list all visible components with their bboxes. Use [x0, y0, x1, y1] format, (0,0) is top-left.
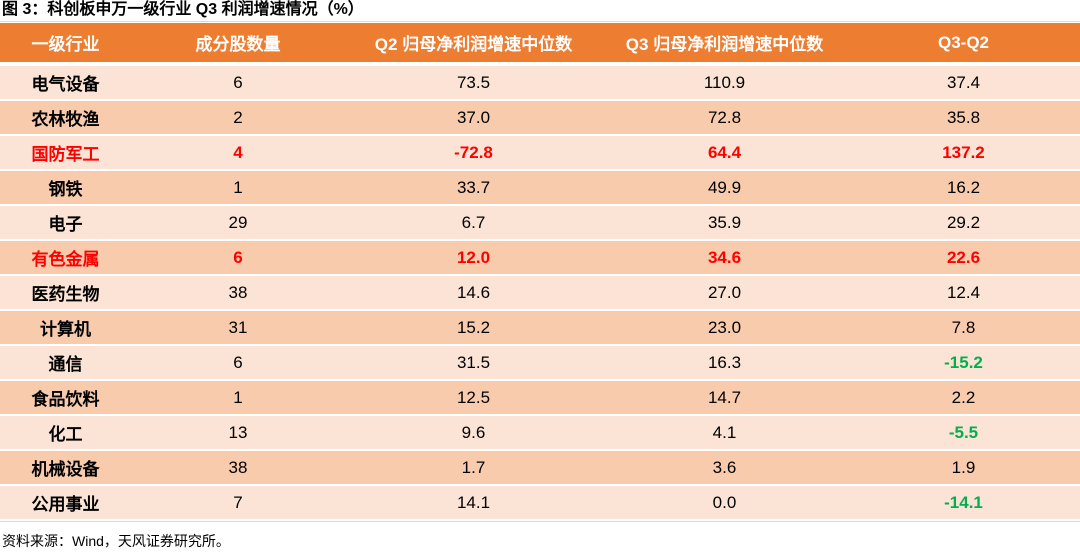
cell-industry: 通信	[0, 345, 131, 381]
table-row: 医药生物 38 14.6 27.0 12.4	[0, 275, 1080, 311]
cell-q2-growth: 73.5	[345, 66, 602, 101]
cell-count: 4	[131, 135, 345, 171]
cell-industry: 化工	[0, 415, 131, 451]
source-note: 资料来源：Wind，天风证券研究所。	[2, 533, 230, 549]
table-row: 电子 29 6.7 35.9 29.2	[0, 205, 1080, 241]
table-row: 电气设备 6 73.5 110.9 37.4	[0, 66, 1080, 101]
cell-q3-minus-q2: -14.1	[847, 485, 1080, 521]
cell-q3-minus-q2: 16.2	[847, 170, 1080, 206]
cell-industry: 农林牧渔	[0, 100, 131, 136]
cell-q3-minus-q2: 1.9	[847, 450, 1080, 486]
cell-q2-growth: 1.7	[345, 450, 602, 486]
header-q3-growth: Q3 归母净利润增速中位数	[602, 23, 847, 64]
cell-q3-growth: 72.8	[602, 100, 847, 136]
figure-title: 图 3：科创板申万一级行业 Q3 利润增速情况（%）	[2, 1, 364, 18]
cell-q3-minus-q2: 137.2	[847, 135, 1080, 171]
cell-count: 1	[131, 170, 345, 206]
header-industry: 一级行业	[0, 23, 131, 64]
cell-q3-growth: 27.0	[602, 275, 847, 311]
cell-q3-minus-q2: 22.6	[847, 240, 1080, 276]
cell-industry: 计算机	[0, 310, 131, 346]
cell-count: 13	[131, 415, 345, 451]
cell-q2-growth: 33.7	[345, 170, 602, 206]
table-row: 通信 6 31.5 16.3 -15.2	[0, 345, 1080, 381]
cell-q3-growth: 16.3	[602, 345, 847, 381]
cell-count: 6	[131, 66, 345, 101]
cell-q3-growth: 49.9	[602, 170, 847, 206]
cell-q2-growth: -72.8	[345, 135, 602, 171]
cell-industry: 国防军工	[0, 135, 131, 171]
cell-q2-growth: 12.0	[345, 240, 602, 276]
cell-count: 29	[131, 205, 345, 241]
cell-q2-growth: 9.6	[345, 415, 602, 451]
cell-q3-growth: 3.6	[602, 450, 847, 486]
header-count: 成分股数量	[131, 23, 345, 64]
table-row: 化工 13 9.6 4.1 -5.5	[0, 415, 1080, 451]
cell-count: 38	[131, 450, 345, 486]
cell-q2-growth: 14.6	[345, 275, 602, 311]
cell-q3-minus-q2: 35.8	[847, 100, 1080, 136]
cell-count: 31	[131, 310, 345, 346]
header-q3-minus-q2: Q3-Q2	[847, 23, 1080, 64]
cell-q2-growth: 15.2	[345, 310, 602, 346]
cell-q3-growth: 110.9	[602, 66, 847, 101]
table-row: 农林牧渔 2 37.0 72.8 35.8	[0, 100, 1080, 136]
table-header-row: 一级行业 成分股数量 Q2 归母净利润增速中位数 Q3 归母净利润增速中位数 Q…	[0, 23, 1080, 64]
cell-count: 1	[131, 380, 345, 416]
table-row: 钢铁 1 33.7 49.9 16.2	[0, 170, 1080, 206]
cell-count: 6	[131, 345, 345, 381]
cell-q3-growth: 4.1	[602, 415, 847, 451]
cell-q3-minus-q2: -15.2	[847, 345, 1080, 381]
table-row: 计算机 31 15.2 23.0 7.8	[0, 310, 1080, 346]
cell-industry: 钢铁	[0, 170, 131, 206]
cell-q3-growth: 34.6	[602, 240, 847, 276]
table-row: 食品饮料 1 12.5 14.7 2.2	[0, 380, 1080, 416]
cell-count: 7	[131, 485, 345, 521]
cell-q3-minus-q2: 2.2	[847, 380, 1080, 416]
cell-q3-minus-q2: 37.4	[847, 66, 1080, 101]
industry-profit-table: 一级行业 成分股数量 Q2 归母净利润增速中位数 Q3 归母净利润增速中位数 Q…	[0, 23, 1080, 521]
cell-q3-growth: 23.0	[602, 310, 847, 346]
cell-q3-minus-q2: 7.8	[847, 310, 1080, 346]
bottom-divider	[0, 521, 1080, 522]
cell-industry: 医药生物	[0, 275, 131, 311]
table-row: 有色金属 6 12.0 34.6 22.6	[0, 240, 1080, 276]
header-q2-growth: Q2 归母净利润增速中位数	[345, 23, 602, 64]
cell-count: 6	[131, 240, 345, 276]
cell-count: 38	[131, 275, 345, 311]
table-row: 机械设备 38 1.7 3.6 1.9	[0, 450, 1080, 486]
cell-industry: 电气设备	[0, 66, 131, 101]
cell-q2-growth: 14.1	[345, 485, 602, 521]
cell-q2-growth: 31.5	[345, 345, 602, 381]
cell-q3-minus-q2: -5.5	[847, 415, 1080, 451]
cell-q2-growth: 6.7	[345, 205, 602, 241]
cell-q3-growth: 64.4	[602, 135, 847, 171]
cell-q3-growth: 14.7	[602, 380, 847, 416]
table-body: 电气设备 6 73.5 110.9 37.4 农林牧渔 2 37.0 72.8 35.8 国防军工 4…	[0, 66, 1080, 521]
cell-industry: 电子	[0, 205, 131, 241]
cell-q2-growth: 12.5	[345, 380, 602, 416]
cell-industry: 公用事业	[0, 485, 131, 521]
table-row: 国防军工 4 -72.8 64.4 137.2	[0, 135, 1080, 171]
cell-q2-growth: 37.0	[345, 100, 602, 136]
cell-industry: 有色金属	[0, 240, 131, 276]
cell-industry: 机械设备	[0, 450, 131, 486]
cell-q3-minus-q2: 29.2	[847, 205, 1080, 241]
cell-count: 2	[131, 100, 345, 136]
cell-industry: 食品饮料	[0, 380, 131, 416]
top-divider	[0, 21, 1080, 22]
table-row: 公用事业 7 14.1 0.0 -14.1	[0, 485, 1080, 521]
cell-q3-minus-q2: 12.4	[847, 275, 1080, 311]
cell-q3-growth: 0.0	[602, 485, 847, 521]
cell-q3-growth: 35.9	[602, 205, 847, 241]
